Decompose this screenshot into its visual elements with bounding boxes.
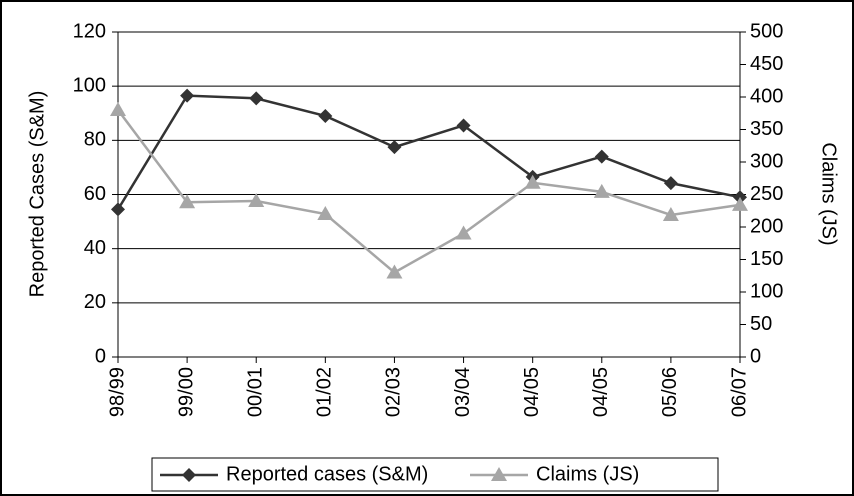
y-tick-label: 0 — [95, 345, 106, 367]
point — [524, 174, 541, 189]
point — [593, 183, 610, 198]
x-tick-label: 99/00 — [175, 367, 197, 417]
point — [317, 206, 334, 220]
y2-tick-label: 350 — [750, 118, 783, 140]
y2-tick-label: 500 — [750, 20, 783, 42]
point — [248, 193, 265, 207]
y-tick-label: 20 — [84, 291, 106, 313]
x-tick-label: 04/05 — [590, 367, 612, 417]
y-tick-label: 120 — [73, 20, 106, 42]
point — [180, 88, 195, 103]
y2-tick-label: 400 — [750, 85, 783, 107]
y2-tick-label: 50 — [750, 313, 772, 335]
y2-tick-label: 150 — [750, 248, 783, 270]
y-axis-title: Reported Cases (S&M) — [26, 91, 48, 298]
y2-tick-label: 300 — [750, 150, 783, 172]
y-tick-label: 100 — [73, 74, 106, 96]
y-tick-label: 80 — [84, 129, 106, 151]
series-line — [116, 94, 741, 211]
y-tick-label: 60 — [84, 183, 106, 205]
y2-tick-label: 0 — [750, 345, 761, 367]
legend-label: Reported cases (S&M) — [226, 463, 428, 485]
y2-tick-label: 100 — [750, 280, 783, 302]
point — [386, 264, 403, 279]
series-line — [116, 109, 741, 275]
y2-axis-title: Claims (JS) — [818, 142, 840, 245]
point — [594, 149, 609, 164]
point — [110, 102, 126, 116]
y2-tick-label: 200 — [750, 215, 783, 237]
point — [179, 194, 196, 209]
x-tick-label: 02/03 — [383, 367, 405, 417]
x-tick-label: 98/99 — [106, 367, 128, 417]
legend-box — [151, 457, 719, 492]
point — [111, 202, 125, 217]
x-tick-label: 00/01 — [245, 367, 267, 417]
point — [249, 91, 264, 106]
legend-marker — [491, 467, 507, 481]
x-tick-label: 01/02 — [314, 367, 336, 417]
x-tick-label: 05/06 — [659, 367, 681, 417]
point — [318, 108, 333, 123]
x-tick-label: 04/05 — [521, 367, 543, 417]
point — [732, 196, 748, 211]
x-tick-label: 03/04 — [452, 367, 474, 417]
y2-tick-label: 250 — [750, 183, 783, 205]
point — [455, 225, 472, 240]
y2-tick-label: 450 — [750, 53, 783, 75]
point — [663, 176, 678, 191]
legend-label: Claims (JS) — [536, 463, 639, 485]
point — [387, 140, 402, 155]
x-tick-label: 06/07 — [728, 367, 750, 417]
point — [456, 118, 471, 133]
point — [662, 206, 679, 221]
y-tick-label: 40 — [84, 237, 106, 259]
legend-marker — [182, 468, 196, 482]
